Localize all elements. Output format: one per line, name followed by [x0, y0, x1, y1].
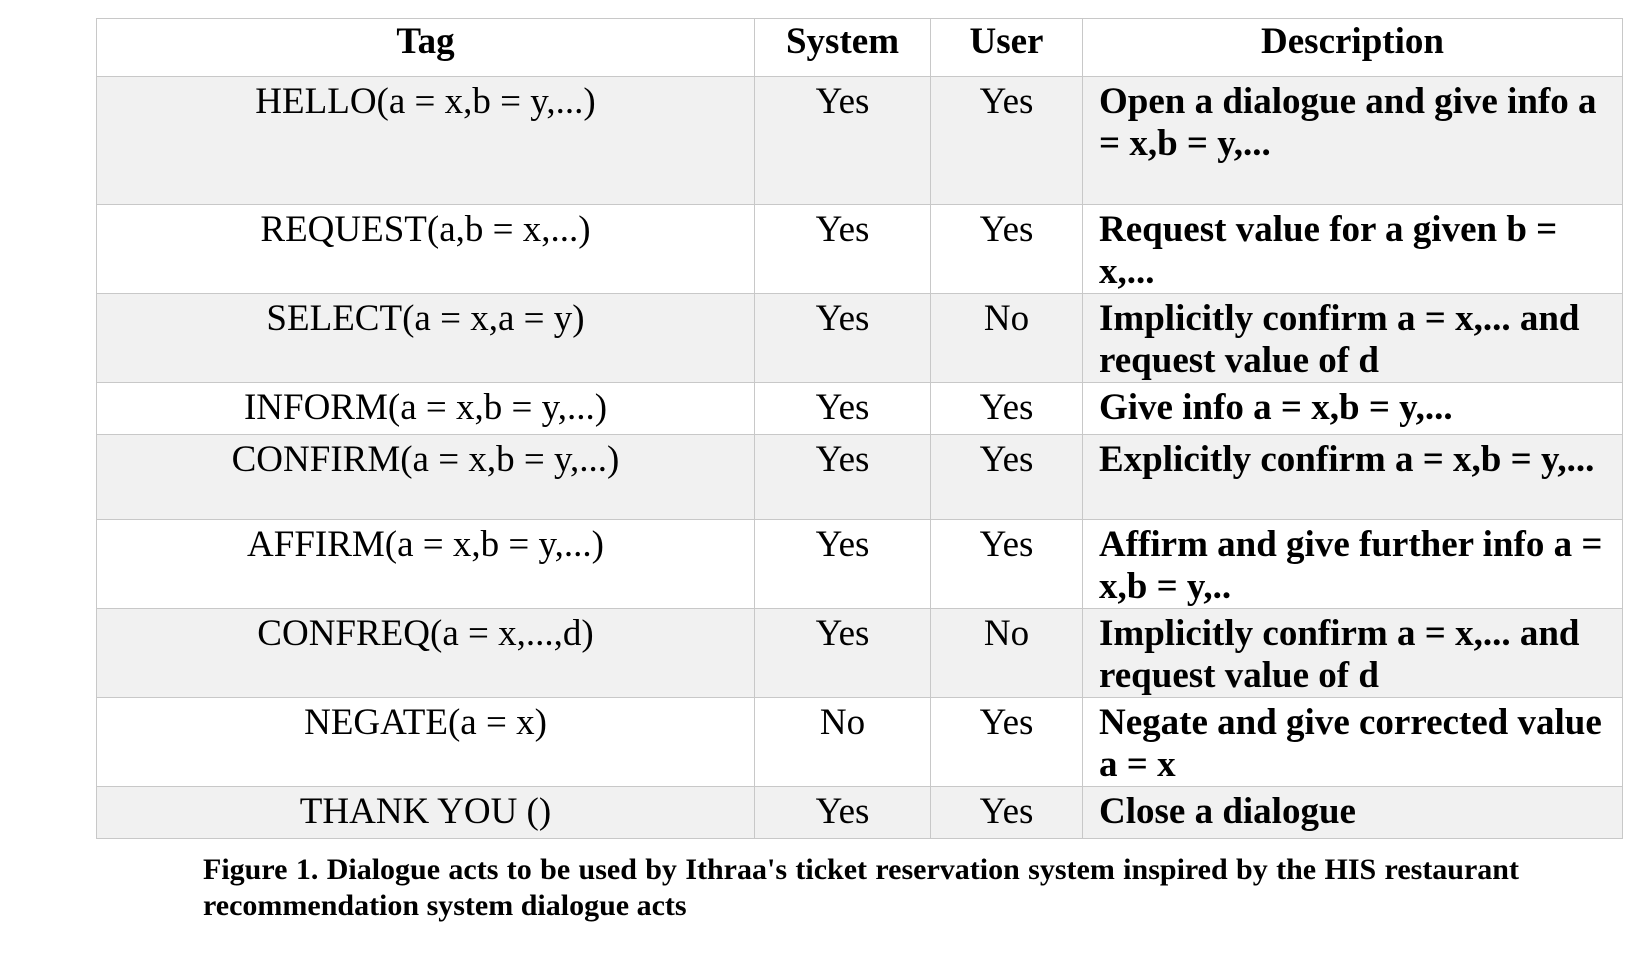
- cell-tag: HELLO(a = x,b = y,...): [96, 76, 755, 205]
- table-row: THANK YOU () Yes Yes Close a dialogue: [96, 786, 1623, 839]
- cell-tag: NEGATE(a = x): [96, 697, 755, 787]
- header-tag: Tag: [96, 18, 755, 77]
- cell-system: Yes: [754, 519, 931, 609]
- cell-tag: INFORM(a = x,b = y,...): [96, 382, 755, 435]
- table-row: NEGATE(a = x) No Yes Negate and give cor…: [96, 697, 1623, 787]
- dialogue-acts-table-container: Tag System User Description HELLO(a = x,…: [96, 18, 1623, 839]
- table-row: CONFIRM(a = x,b = y,...) Yes Yes Explici…: [96, 434, 1623, 520]
- cell-system: Yes: [754, 382, 931, 435]
- table-row: CONFREQ(a = x,...,d) Yes No Implicitly c…: [96, 608, 1623, 698]
- cell-user: Yes: [930, 519, 1083, 609]
- cell-description: Request value for a given b = x,...: [1082, 204, 1623, 294]
- cell-system: Yes: [754, 293, 931, 383]
- table-header-row: Tag System User Description: [96, 18, 1623, 77]
- cell-tag: AFFIRM(a = x,b = y,...): [96, 519, 755, 609]
- cell-system: No: [754, 697, 931, 787]
- cell-description: Affirm and give further info a = x,b = y…: [1082, 519, 1623, 609]
- cell-user: Yes: [930, 76, 1083, 205]
- cell-user: Yes: [930, 434, 1083, 520]
- table-row: HELLO(a = x,b = y,...) Yes Yes Open a di…: [96, 76, 1623, 205]
- cell-description: Give info a = x,b = y,...: [1082, 382, 1623, 435]
- cell-tag: CONFIRM(a = x,b = y,...): [96, 434, 755, 520]
- cell-tag: THANK YOU (): [96, 786, 755, 839]
- cell-system: Yes: [754, 76, 931, 205]
- cell-user: Yes: [930, 204, 1083, 294]
- cell-description: Negate and give corrected value a = x: [1082, 697, 1623, 787]
- cell-user: Yes: [930, 382, 1083, 435]
- table-row: INFORM(a = x,b = y,...) Yes Yes Give inf…: [96, 382, 1623, 435]
- figure-caption: Figure 1. Dialogue acts to be used by It…: [203, 853, 1519, 922]
- table-row: SELECT(a = x,a = y) Yes No Implicitly co…: [96, 293, 1623, 383]
- cell-user: Yes: [930, 786, 1083, 839]
- cell-system: Yes: [754, 204, 931, 294]
- table-row: AFFIRM(a = x,b = y,...) Yes Yes Affirm a…: [96, 519, 1623, 609]
- table-row: REQUEST(a,b = x,...) Yes Yes Request val…: [96, 204, 1623, 294]
- cell-tag: CONFREQ(a = x,...,d): [96, 608, 755, 698]
- cell-user: Yes: [930, 697, 1083, 787]
- cell-user: No: [930, 293, 1083, 383]
- cell-description: Explicitly confirm a = x,b = y,...: [1082, 434, 1623, 520]
- cell-tag: SELECT(a = x,a = y): [96, 293, 755, 383]
- cell-tag: REQUEST(a,b = x,...): [96, 204, 755, 294]
- cell-system: Yes: [754, 786, 931, 839]
- cell-description: Close a dialogue: [1082, 786, 1623, 839]
- header-user: User: [930, 18, 1083, 77]
- cell-description: Implicitly confirm a = x,... and request…: [1082, 293, 1623, 383]
- cell-user: No: [930, 608, 1083, 698]
- cell-system: Yes: [754, 434, 931, 520]
- cell-description: Implicitly confirm a = x,... and request…: [1082, 608, 1623, 698]
- cell-system: Yes: [754, 608, 931, 698]
- dialogue-acts-table: Tag System User Description HELLO(a = x,…: [96, 18, 1623, 839]
- cell-description: Open a dialogue and give info a = x,b = …: [1082, 76, 1623, 205]
- header-system: System: [754, 18, 931, 77]
- header-description: Description: [1082, 18, 1623, 77]
